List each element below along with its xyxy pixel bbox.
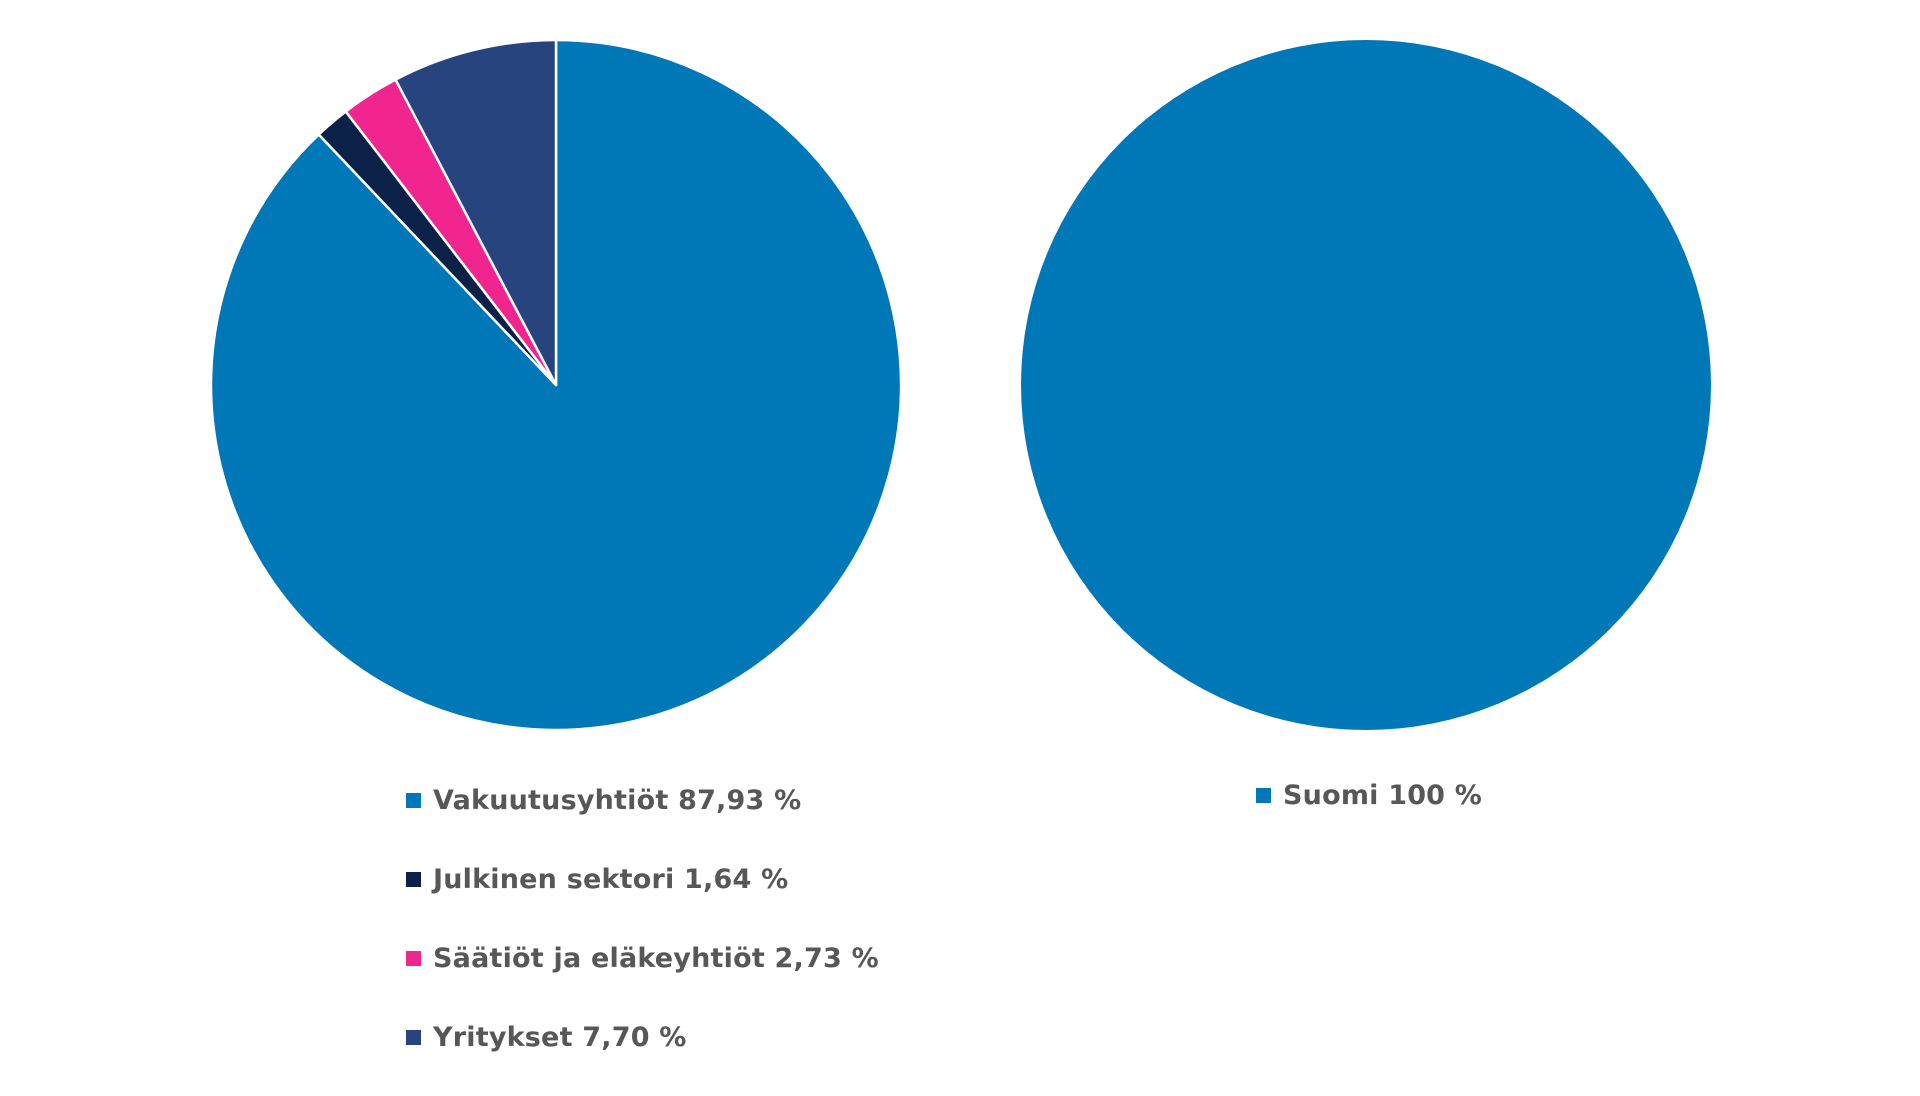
legend-swatch <box>406 1029 421 1045</box>
legend-swatch <box>406 792 421 808</box>
legend-label: Vakuutusyhtiöt 87,93 % <box>433 784 802 816</box>
legend-swatch <box>406 871 421 887</box>
country-legend: Suomi 100 % <box>1256 775 1482 854</box>
pie-slice-vakuutusyhtiot <box>209 38 903 732</box>
legend-item-vakuutusyhtiot: Vakuutusyhtiöt 87,93 % <box>406 780 879 820</box>
legend-item-suomi: Suomi 100 % <box>1256 775 1482 815</box>
legend-label: Suomi 100 % <box>1283 779 1483 811</box>
legend-label: Julkinen sektori 1,64 % <box>433 863 789 895</box>
legend-label: Säätiöt ja eläkeyhtiöt 2,73 % <box>433 942 879 974</box>
investor-type-pie-chart <box>209 38 903 732</box>
legend-item-julkinen-sektori: Julkinen sektori 1,64 % <box>406 859 879 899</box>
legend-item-yritykset: Yritykset 7,70 % <box>406 1017 879 1057</box>
legend-swatch <box>1256 787 1271 803</box>
legend-label: Yritykset 7,70 % <box>433 1021 687 1053</box>
investor-type-legend: Vakuutusyhtiöt 87,93 % Julkinen sektori … <box>406 780 879 1096</box>
pie-slice-suomi <box>1021 40 1711 730</box>
pie-slice-yritykset <box>394 38 558 387</box>
legend-swatch <box>406 950 421 966</box>
country-pie-chart <box>1021 40 1711 730</box>
legend-item-saatiot-ja-elakeyhtiot: Säätiöt ja eläkeyhtiöt 2,73 % <box>406 938 879 978</box>
